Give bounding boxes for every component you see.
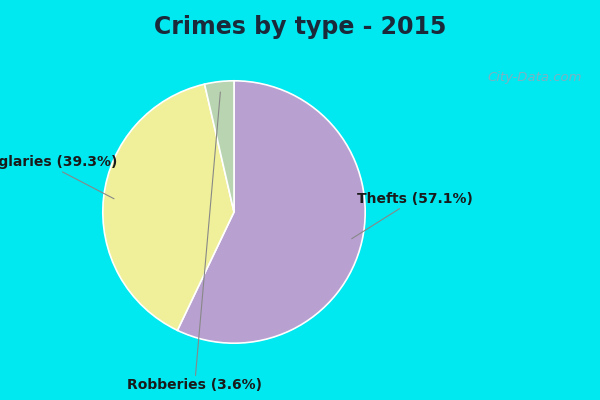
- Text: City-Data.com: City-Data.com: [487, 71, 582, 84]
- Text: Burglaries (39.3%): Burglaries (39.3%): [0, 155, 117, 199]
- Wedge shape: [103, 84, 234, 330]
- Wedge shape: [205, 81, 234, 212]
- Text: Thefts (57.1%): Thefts (57.1%): [352, 192, 473, 239]
- Wedge shape: [178, 81, 365, 343]
- Text: Robberies (3.6%): Robberies (3.6%): [127, 92, 262, 392]
- Text: Crimes by type - 2015: Crimes by type - 2015: [154, 15, 446, 39]
